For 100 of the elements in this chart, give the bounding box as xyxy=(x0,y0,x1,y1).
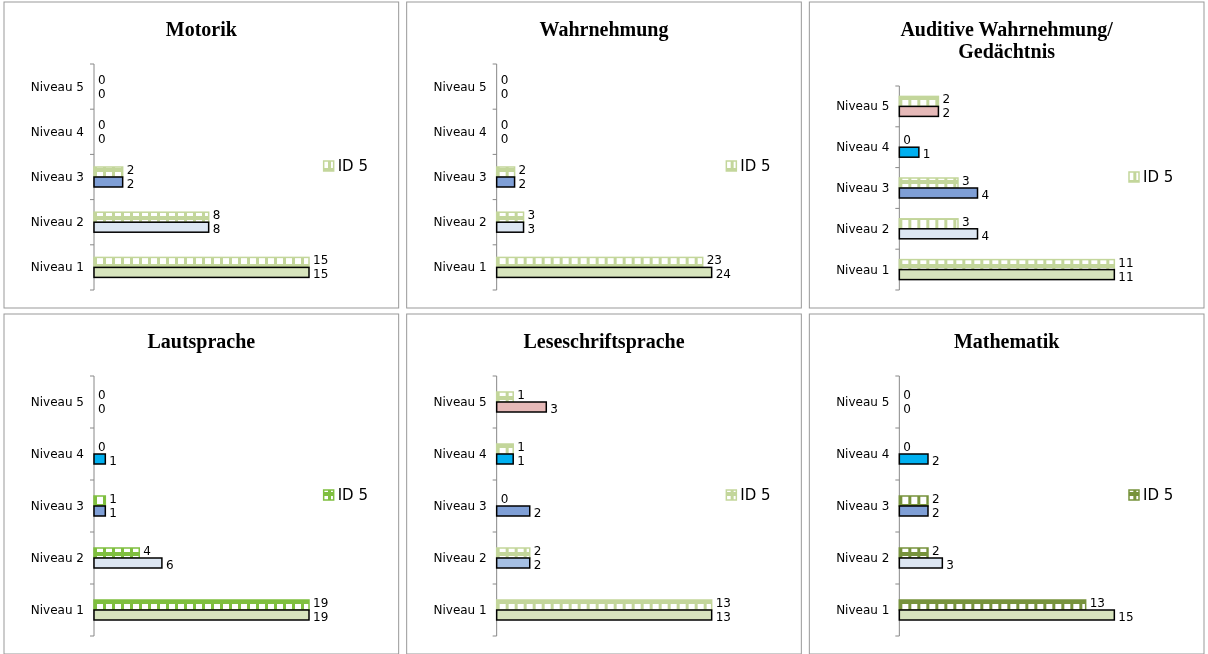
y-tick-label: Niveau 5 xyxy=(836,99,890,114)
data-label: 2 xyxy=(932,506,940,520)
data-label: 13 xyxy=(1089,596,1105,610)
data-label: 2 xyxy=(518,177,527,191)
bar xyxy=(898,146,920,158)
bar xyxy=(898,187,979,199)
y-tick-label: Niveau 3 xyxy=(836,181,890,195)
y-tick-label: Niveau 5 xyxy=(433,395,487,409)
data-label: 2 xyxy=(533,558,542,572)
bar xyxy=(898,453,929,465)
data-label: 19 xyxy=(313,596,329,610)
bar xyxy=(898,105,940,118)
y-tick-label: Niveau 1 xyxy=(433,260,487,275)
data-label: 3 xyxy=(527,208,536,223)
data-label: 1 xyxy=(109,454,117,468)
data-label: 0 xyxy=(98,86,106,101)
chart-title: Wahrnehmung xyxy=(539,18,669,41)
data-label: 0 xyxy=(903,440,911,454)
chart-title: Mathematik xyxy=(953,330,1061,352)
y-tick-label: Niveau 2 xyxy=(433,215,487,230)
bar xyxy=(93,609,310,621)
y-tick-label: Niveau 2 xyxy=(836,551,890,565)
data-label: 2 xyxy=(533,544,542,558)
data-label: 23 xyxy=(706,253,722,268)
bar xyxy=(495,453,514,465)
legend-label: ID 5 xyxy=(740,486,771,504)
legend-label: ID 5 xyxy=(1143,168,1174,186)
data-label: 0 xyxy=(903,402,911,416)
data-label: 3 xyxy=(961,214,970,229)
data-label: 2 xyxy=(533,506,542,520)
y-tick-label: Niveau 3 xyxy=(433,170,487,184)
y-tick-label: Niveau 1 xyxy=(836,603,890,617)
data-label: 1 xyxy=(517,454,525,468)
data-label: 0 xyxy=(98,131,106,146)
data-label: 24 xyxy=(715,267,731,282)
bar xyxy=(495,401,548,413)
bar xyxy=(93,495,107,507)
y-tick-label: Niveau 4 xyxy=(433,124,487,139)
y-tick-label: Niveau 2 xyxy=(836,221,890,236)
y-tick-label: Niveau 4 xyxy=(836,140,890,155)
bar xyxy=(93,453,107,465)
legend-label: ID 5 xyxy=(1143,486,1174,504)
data-label: 0 xyxy=(500,492,509,506)
chart-title: Auditive Wahrnehmung/ Gedächtnis xyxy=(900,18,1114,62)
data-label: 0 xyxy=(98,72,106,87)
data-label: 4 xyxy=(981,188,990,202)
data-label: 4 xyxy=(981,228,990,243)
data-label: 2 xyxy=(942,92,951,107)
bar xyxy=(93,557,163,569)
bar xyxy=(898,609,1116,621)
data-label: 0 xyxy=(903,388,911,402)
chart-title: Leseschriftsprache xyxy=(523,330,685,353)
legend-label: ID 5 xyxy=(337,157,368,175)
bar xyxy=(93,505,107,517)
bar xyxy=(495,505,531,517)
data-label: 2 xyxy=(126,163,135,177)
data-label: 3 xyxy=(550,402,558,416)
data-label: 2 xyxy=(126,177,135,191)
data-label: 11 xyxy=(1118,255,1134,270)
data-label: 15 xyxy=(313,267,329,282)
bar xyxy=(898,557,944,569)
data-label: 2 xyxy=(932,492,940,506)
y-tick-label: Niveau 3 xyxy=(433,499,487,513)
y-tick-label: Niveau 1 xyxy=(433,603,487,617)
y-tick-label: Niveau 5 xyxy=(836,395,890,409)
y-tick-label: Niveau 3 xyxy=(30,170,84,184)
y-tick-label: Niveau 4 xyxy=(836,447,890,461)
data-label: 0 xyxy=(98,117,106,132)
y-tick-label: Niveau 3 xyxy=(30,499,84,513)
data-label: 0 xyxy=(903,133,911,148)
legend-label: ID 5 xyxy=(337,486,368,504)
data-label: 1 xyxy=(922,147,931,162)
data-label: 11 xyxy=(1118,269,1134,284)
data-label: 15 xyxy=(1118,610,1134,624)
data-label: 0 xyxy=(98,440,106,454)
chart-title: Motorik xyxy=(165,18,238,40)
chart-title: Lautsprache xyxy=(147,330,256,353)
data-label: 1 xyxy=(517,440,525,454)
y-tick-label: Niveau 3 xyxy=(836,499,890,513)
data-label: 2 xyxy=(518,163,527,177)
data-label: 13 xyxy=(715,610,731,624)
data-label: 6 xyxy=(165,558,174,572)
data-label: 2 xyxy=(942,106,951,121)
data-label: 0 xyxy=(500,117,509,132)
y-tick-label: Niveau 4 xyxy=(433,447,487,461)
data-label: 0 xyxy=(500,86,509,101)
data-label: 2 xyxy=(932,544,940,558)
bar xyxy=(495,176,516,188)
data-label: 0 xyxy=(500,72,509,87)
bar xyxy=(495,266,713,279)
data-label: 3 xyxy=(961,174,970,188)
bar xyxy=(898,228,979,240)
y-tick-label: Niveau 5 xyxy=(30,79,84,94)
data-label: 1 xyxy=(517,388,525,402)
y-tick-label: Niveau 1 xyxy=(836,262,890,277)
data-label: 13 xyxy=(715,596,731,610)
legend-label: ID 5 xyxy=(740,157,771,175)
bar xyxy=(898,268,1116,281)
data-label: 0 xyxy=(500,131,509,146)
bar xyxy=(495,221,525,233)
